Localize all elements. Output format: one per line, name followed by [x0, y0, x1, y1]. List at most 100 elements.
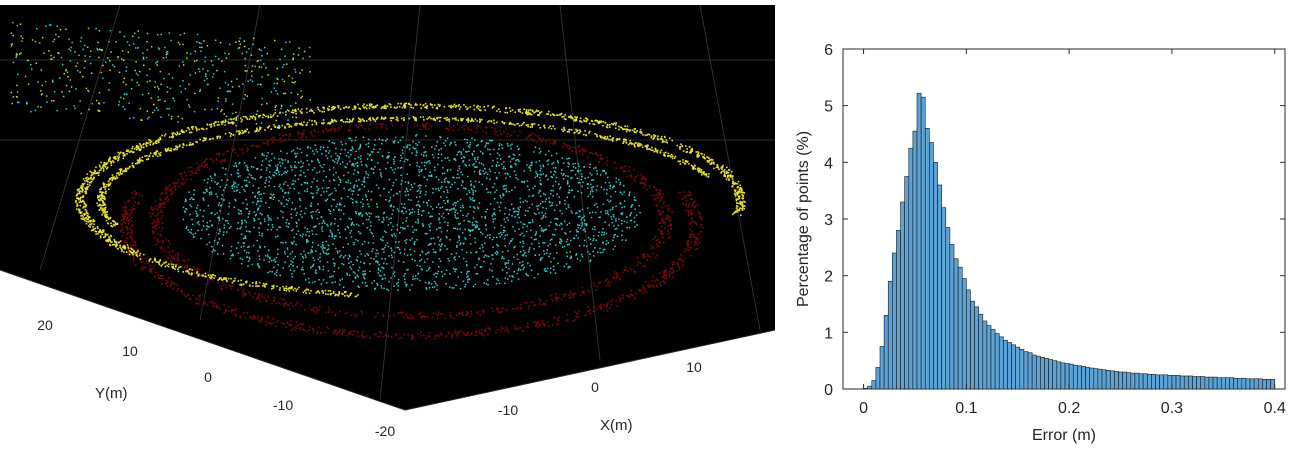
- cloud-point: [626, 131, 628, 133]
- cloud-point: [634, 128, 636, 130]
- cloud-point: [295, 156, 297, 158]
- cloud-point: [158, 206, 160, 208]
- cloud-point: [298, 219, 300, 221]
- cloud-point: [505, 129, 507, 131]
- cloud-point: [123, 222, 125, 224]
- cloud-point: [206, 128, 208, 130]
- cloud-point: [130, 248, 132, 250]
- cloud-point: [348, 258, 350, 260]
- cloud-point: [151, 206, 153, 208]
- cloud-point: [130, 151, 132, 153]
- cloud-point: [337, 250, 339, 252]
- cloud-point: [630, 175, 632, 177]
- cloud-point: [293, 241, 295, 243]
- cloud-point: [208, 234, 210, 236]
- cloud-point: [259, 267, 261, 269]
- cloud-point: [438, 179, 440, 181]
- cloud-point: [320, 149, 322, 151]
- cloud-point: [523, 330, 525, 332]
- cloud-point: [451, 337, 453, 339]
- cloud-point: [661, 230, 663, 232]
- cloud-point: [435, 336, 437, 338]
- cloud-point: [668, 238, 670, 240]
- cloud-point: [302, 329, 304, 331]
- cloud-point: [153, 222, 155, 224]
- cloud-point: [183, 207, 185, 209]
- cloud-point: [241, 263, 243, 265]
- cloud-point: [656, 205, 658, 207]
- cloud-point: [460, 172, 462, 174]
- cloud-point: [479, 162, 481, 164]
- cloud-point: [400, 227, 402, 229]
- cloud-point: [377, 253, 379, 255]
- cloud-point: [659, 200, 661, 202]
- cloud-point: [154, 259, 156, 261]
- cloud-point: [417, 125, 419, 127]
- cloud-point: [266, 177, 268, 179]
- cloud-point: [620, 298, 622, 300]
- cloud-point: [167, 246, 169, 248]
- cloud-point: [100, 232, 102, 234]
- cloud-point: [292, 202, 294, 204]
- cloud-point: [402, 227, 404, 229]
- cloud-point: [253, 185, 255, 187]
- cloud-point: [507, 219, 509, 221]
- cloud-point: [652, 253, 654, 255]
- cloud-point: [490, 203, 492, 205]
- cloud-point: [467, 271, 469, 273]
- cloud-point: [385, 334, 387, 336]
- cloud-point: [514, 327, 516, 329]
- cloud-point: [518, 278, 520, 280]
- cloud-point: [456, 315, 458, 317]
- cloud-point: [455, 106, 457, 108]
- cloud-point: [230, 250, 232, 252]
- cloud-point: [275, 261, 277, 263]
- cloud-point: [152, 268, 154, 270]
- cloud-point: [487, 334, 489, 336]
- cloud-point: [126, 238, 128, 240]
- cloud-point: [296, 322, 298, 324]
- cloud-point: [280, 165, 282, 167]
- cloud-point: [567, 319, 569, 321]
- cloud-point: [443, 191, 445, 193]
- cloud-point: [538, 205, 540, 207]
- cloud-point: [203, 210, 205, 212]
- cloud-point: [383, 248, 385, 250]
- cloud-point: [549, 201, 551, 203]
- cloud-point: [171, 191, 173, 193]
- cloud-point: [507, 145, 509, 147]
- cloud-point: [402, 125, 404, 127]
- cloud-point: [566, 241, 568, 243]
- cloud-point: [438, 157, 440, 159]
- cloud-point: [367, 199, 369, 201]
- cloud-point: [235, 315, 237, 317]
- cloud-point: [357, 185, 359, 187]
- cloud-point: [376, 283, 378, 285]
- cloud-point: [480, 232, 482, 234]
- cloud-point: [483, 256, 485, 258]
- cloud-point: [503, 166, 505, 168]
- cloud-point: [477, 311, 479, 313]
- cloud-point: [556, 153, 558, 155]
- cloud-point: [334, 223, 336, 225]
- cloud-point: [129, 221, 131, 223]
- cloud-point: [486, 255, 488, 257]
- cloud-point: [285, 242, 287, 244]
- cloud-point: [332, 235, 334, 237]
- cloud-point: [99, 170, 101, 172]
- cloud-point: [196, 130, 198, 132]
- cloud-point: [415, 148, 417, 150]
- cloud-point: [358, 231, 360, 233]
- cloud-point: [505, 108, 507, 110]
- cloud-point: [167, 196, 169, 198]
- cloud-point: [726, 179, 728, 181]
- cloud-point: [409, 213, 411, 215]
- cloud-point: [366, 196, 368, 198]
- cloud-point: [243, 238, 245, 240]
- cloud-point: [191, 232, 193, 234]
- cloud-point: [314, 130, 316, 132]
- cloud-point: [664, 282, 666, 284]
- cloud-point: [434, 338, 436, 340]
- cloud-point: [566, 144, 568, 146]
- cloud-point: [269, 218, 271, 220]
